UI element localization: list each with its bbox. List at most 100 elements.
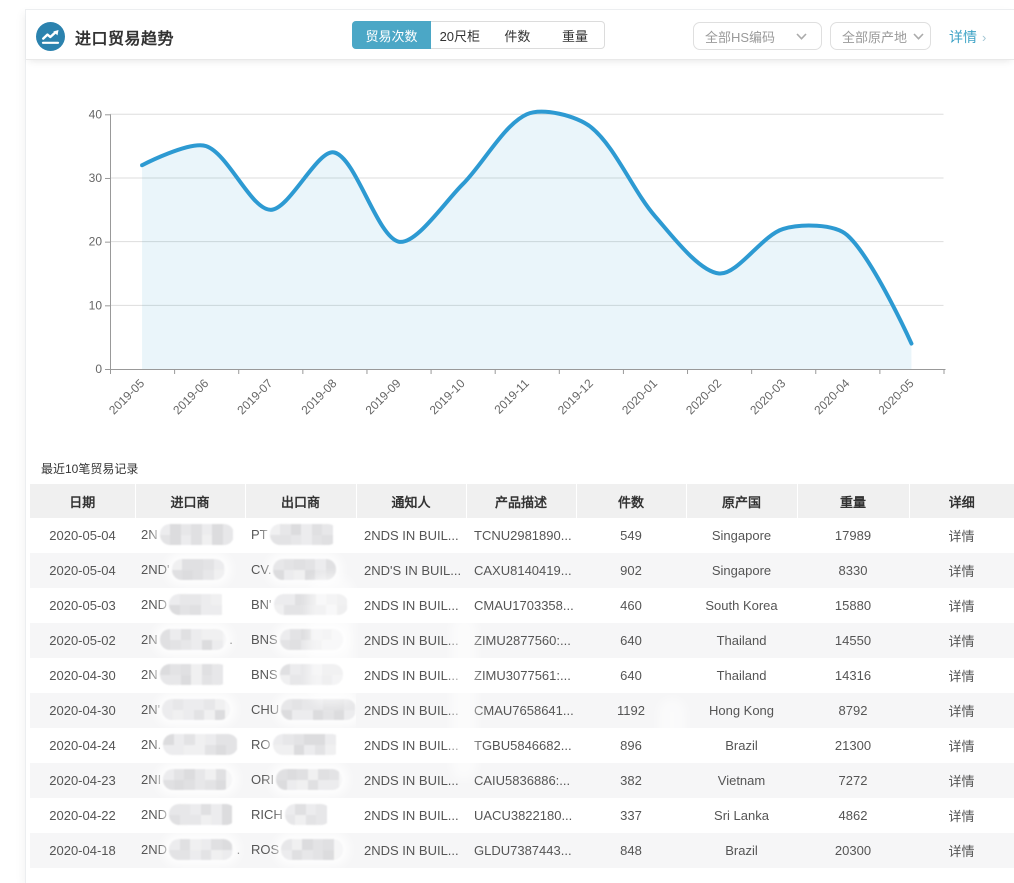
x-tick-label: 2020-05 bbox=[876, 376, 917, 417]
cell-exporter: ORI bbox=[245, 763, 356, 798]
cell-quantity: 382 bbox=[576, 763, 686, 798]
hs-code-select[interactable]: 全部HS编码 bbox=[693, 22, 822, 50]
cell-notify: 2NDS IN BUIL... bbox=[356, 763, 466, 798]
cell-weight: 8792 bbox=[797, 693, 909, 728]
cell-origin: Hong Kong bbox=[686, 693, 797, 728]
cell-importer: 2N bbox=[135, 518, 245, 553]
hs-code-select-value: 全部HS编码 bbox=[705, 29, 776, 45]
row-detail-link[interactable]: 详情 bbox=[909, 763, 1014, 798]
row-detail-link[interactable]: 详情 bbox=[948, 739, 975, 754]
x-tick-label: 2019-12 bbox=[555, 376, 596, 417]
column-header-5: 件数 bbox=[576, 484, 687, 518]
cell-weight: 4862 bbox=[838, 808, 868, 823]
cell-date: 2020-05-03 bbox=[49, 598, 116, 613]
x-tick-label: 2020-03 bbox=[747, 376, 788, 417]
y-tick-label: 10 bbox=[89, 298, 103, 312]
cell-exporter: ROS bbox=[245, 833, 356, 868]
cell-weight: 17989 bbox=[834, 528, 872, 543]
x-tick-label: 2019-08 bbox=[298, 376, 339, 417]
row-detail-link[interactable]: 详情 bbox=[948, 809, 975, 824]
cell-notify: 2NDS IN BUIL... bbox=[356, 833, 466, 868]
cell-origin: South Korea bbox=[705, 598, 778, 613]
trend-line-icon bbox=[36, 22, 65, 51]
cell-notify: 2NDS IN BUIL... bbox=[364, 668, 459, 683]
cell-product: TCNU2981890... bbox=[474, 528, 572, 543]
cell-importer: 2N' bbox=[135, 693, 245, 728]
cell-exporter: BNS bbox=[245, 658, 356, 693]
redacted-text-mosaic bbox=[169, 594, 230, 615]
cell-date: 2020-04-30 bbox=[30, 693, 135, 728]
recent-trades-title: 最近10笔贸易记录 bbox=[41, 462, 139, 476]
column-header-8: 详细 bbox=[909, 484, 1014, 518]
tab-20ft-container[interactable]: 20尺柜 bbox=[439, 28, 481, 44]
row-detail-link[interactable]: 详情 bbox=[948, 599, 975, 614]
x-tick-label: 2019-10 bbox=[427, 376, 468, 417]
tab-quantity[interactable]: 件数 bbox=[504, 28, 531, 44]
row-detail-link[interactable]: 详情 bbox=[948, 669, 975, 684]
table-row: 2020-04-18 2ND . ROS 2NDS IN BUIL... GLDU738… bbox=[30, 833, 1014, 868]
area-fill bbox=[142, 111, 912, 370]
redacted-text-mosaic bbox=[169, 839, 233, 860]
cell-origin: Singapore bbox=[686, 553, 797, 588]
redacted-text-mosaic bbox=[276, 769, 342, 790]
cell-exporter: CV. bbox=[245, 553, 356, 588]
table-body: 2020-05-04 2N PT 2NDS IN BUIL... TCNU2981890… bbox=[30, 518, 1014, 868]
cell-importer: 2N. bbox=[135, 728, 245, 763]
cell-quantity: 640 bbox=[620, 668, 642, 683]
cell-importer: 2ND . bbox=[135, 833, 245, 868]
cell-product: GLDU7387443... bbox=[466, 833, 576, 868]
x-tick-label: 2019-11 bbox=[491, 376, 532, 417]
chevron-down-icon bbox=[913, 32, 924, 40]
cell-importer: 2ND bbox=[135, 798, 245, 833]
header-detail-link[interactable]: 详情 › bbox=[949, 27, 986, 47]
cell-importer: 2N bbox=[135, 658, 245, 693]
redacted-text-mosaic bbox=[159, 664, 229, 685]
redacted-text-mosaic bbox=[163, 769, 232, 790]
x-tick-label: 2019-06 bbox=[170, 376, 211, 417]
cell-notify: 2NDS IN BUIL... bbox=[364, 738, 459, 753]
recent-trades-table: 日期 进口商 出口商 通知人 产品描述 件数 原产国 重量 详细 2020-05-04 2N PT 2… bbox=[30, 484, 1014, 868]
column-header-0: 日期 bbox=[30, 484, 136, 518]
cell-origin: Singapore bbox=[711, 528, 772, 543]
y-tick-label: 30 bbox=[89, 171, 103, 185]
table-row: 2020-04-23 2NI ORI 2NDS IN BUIL... CAIU58368… bbox=[30, 763, 1014, 798]
cell-notify: 2NDS IN BUIL... bbox=[364, 808, 459, 823]
redacted-text-mosaic bbox=[269, 524, 338, 545]
header-detail-label: 详情 bbox=[949, 29, 977, 45]
y-tick-label: 0 bbox=[95, 362, 102, 376]
row-detail-link[interactable]: 详情 bbox=[909, 553, 1014, 588]
tab-trade-count[interactable]: 贸易次数 bbox=[352, 21, 431, 49]
row-detail-link[interactable]: 详情 bbox=[909, 833, 1014, 868]
cell-importer: 2NI bbox=[135, 763, 245, 798]
column-header-7: 重量 bbox=[797, 484, 910, 518]
row-detail-link[interactable]: 详情 bbox=[948, 529, 975, 544]
cell-product: UACU3822180... bbox=[474, 808, 573, 823]
cell-date: 2020-05-02 bbox=[30, 623, 135, 658]
origin-select[interactable]: 全部原产地 bbox=[830, 22, 931, 50]
redacted-text-mosaic bbox=[169, 804, 236, 825]
trend-chart-area: 0 10 20 30 40 2019-05 2019-06 2019-07 2019-08 201… bbox=[26, 60, 1014, 455]
redacted-text-mosaic bbox=[281, 839, 343, 860]
redacted-text-mosaic bbox=[281, 699, 356, 720]
cell-origin: Brazil bbox=[686, 833, 797, 868]
tab-weight[interactable]: 重量 bbox=[561, 28, 588, 44]
cell-importer: 2ND bbox=[135, 588, 245, 623]
x-tick-label: 2020-02 bbox=[683, 376, 724, 417]
chevron-right-icon: › bbox=[982, 29, 987, 45]
cell-origin: Thailand bbox=[686, 623, 797, 658]
cell-exporter: BNS bbox=[245, 623, 356, 658]
row-detail-link[interactable]: 详情 bbox=[909, 623, 1014, 658]
table-row: 2020-04-30 2N' CHU 2NDS IN BUIL... CMAU76586… bbox=[30, 693, 1014, 728]
cell-date: 2020-04-30 bbox=[49, 668, 116, 683]
table-row: 2020-04-30 2N BNS 2NDS IN BUIL... ZIMU307756… bbox=[30, 658, 1014, 693]
row-detail-link[interactable]: 详情 bbox=[909, 693, 1014, 728]
table-row: 2020-04-22 2ND RICH 2NDS IN BUIL... UACU3822… bbox=[30, 798, 1014, 833]
cell-weight: 7272 bbox=[797, 763, 909, 798]
redacted-text-mosaic bbox=[163, 734, 238, 755]
column-header-2: 出口商 bbox=[245, 484, 357, 518]
column-header-6: 原产国 bbox=[686, 484, 798, 518]
cell-weight: 14316 bbox=[834, 668, 872, 683]
column-header-3: 通知人 bbox=[356, 484, 467, 518]
cell-weight: 20300 bbox=[797, 833, 909, 868]
redacted-text-mosaic bbox=[279, 664, 343, 685]
